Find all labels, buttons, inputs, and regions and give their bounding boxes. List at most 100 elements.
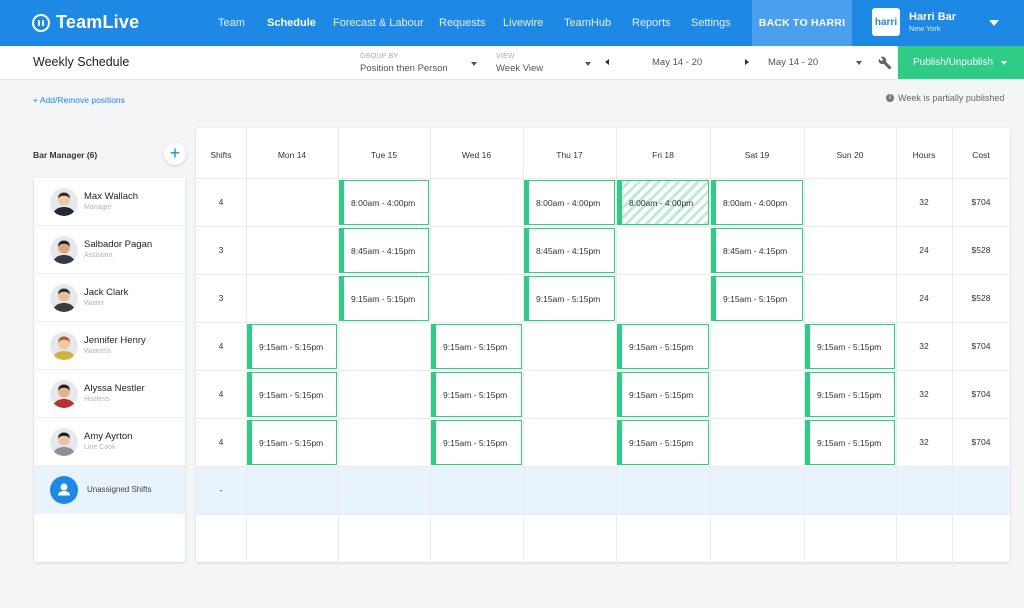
employee-row[interactable]: Jack Clark Waiter [34,274,185,322]
nav-teamhub[interactable]: TeamHub [564,17,612,29]
shift-block[interactable]: 9:15am - 5:15pm [431,372,522,417]
view-label: VIEW [496,53,515,60]
store-chevron-down-icon[interactable] [989,20,999,26]
shift-block[interactable]: 9:15am - 5:15pm [524,276,615,321]
shift-block[interactable]: 9:15am - 5:15pm [431,420,522,465]
app-name: TeamLive [56,12,140,32]
shift-block[interactable]: 9:15am - 5:15pm [617,420,709,465]
shift-block[interactable]: 9:15am - 5:15pm [805,420,895,465]
employee-row[interactable]: Max Wallach Manager [34,178,185,226]
shift-block[interactable]: 9:15am - 5:15pm [247,372,337,417]
hours-total: 24 [919,293,929,303]
column-header-day: Sun 20 [836,150,864,160]
employee-role: Line Cook [84,444,116,451]
cost-total: $704 [971,437,991,447]
view-select[interactable]: Week View [496,63,544,74]
grid-column-divider [710,128,711,562]
hours-total: 32 [919,437,929,447]
shift-block[interactable]: 9:15am - 5:15pm [805,372,895,417]
view-chevron-down-icon[interactable] [585,62,591,66]
nav-settings[interactable]: Settings [691,17,731,29]
shift-block[interactable]: 9:15am - 5:15pm [805,324,895,369]
grid-column-divider [338,128,339,562]
column-header-shifts: Shifts [210,150,232,160]
publish-label: Publish/Unpublish [913,57,994,68]
shift-block[interactable]: 9:15am - 5:15pm [617,372,709,417]
date-chevron-down-icon[interactable] [856,61,862,65]
info-icon: i [886,94,894,102]
hours-total: 32 [919,197,929,207]
grid-row-divider [196,178,1010,179]
employee-row[interactable]: Alyssa Nestler Hostess [34,370,185,418]
nav-reports[interactable]: Reports [632,17,671,29]
schedule-toolbar: Weekly Schedule GROUP BY Position then P… [0,46,1024,80]
shift-block[interactable]: 8:45am - 4:15pm [339,228,429,273]
group-by-chevron-down-icon[interactable] [471,62,477,66]
nav-team[interactable]: Team [218,17,245,29]
teamlive-logo-icon [32,13,50,32]
shift-block[interactable]: 8:00am - 4:00pm [711,180,803,225]
shift-count: 4 [218,341,224,351]
nav-forecast-labour[interactable]: Forecast & Labour [333,17,424,29]
grid-column-divider [523,128,524,562]
wrench-icon[interactable] [878,56,892,70]
column-header-day: Tue 15 [370,150,398,160]
cost-total: $704 [971,197,991,207]
prev-week-arrow-icon[interactable] [605,59,609,65]
avatar [50,284,78,312]
shift-block[interactable]: 9:15am - 5:15pm [247,324,337,369]
grid-column-divider [896,128,897,562]
date-range-select[interactable]: May 14 - 20 [768,57,819,68]
group-by-select[interactable]: Position then Person [360,63,448,74]
add-remove-positions-link[interactable]: + Add/Remove positions [33,95,125,105]
store-selector[interactable]: harri Harri Bar New York [872,8,956,36]
shift-block[interactable]: 9:15am - 5:15pm [431,324,522,369]
page-title: Weekly Schedule [33,55,130,69]
nav-livewire[interactable]: Livewire [503,17,544,29]
column-header-day: Fri 18 [652,150,674,160]
grid-column-divider [430,128,431,562]
shift-block[interactable]: 9:15am - 5:15pm [247,420,337,465]
shift-block[interactable]: 8:00am - 4:00pm [617,180,709,225]
employee-role: Waitress [84,348,111,355]
column-header-day: Sat 19 [744,150,770,160]
publish-unpublish-button[interactable]: Publish/Unpublish [898,46,1024,79]
nav-requests[interactable]: Requests [439,17,486,29]
employee-row[interactable]: Amy Ayrton Line Cook [34,418,185,466]
employee-list: Unassigned Shifts Max Wallach Manager Salb… [34,178,185,562]
unassigned-shifts-row[interactable] [196,466,1010,514]
shift-block[interactable]: 8:45am - 4:15pm [524,228,615,273]
grid-column-divider [804,128,805,562]
column-header-day: Wed 16 [461,150,492,160]
avatar [50,428,78,456]
app-logo[interactable]: TeamLive [32,12,139,33]
unassigned-shifts-item[interactable]: Unassigned Shifts [34,466,185,514]
shift-block[interactable]: 8:00am - 4:00pm [339,180,429,225]
back-to-harri-button[interactable]: BACK TO HARRI [752,0,852,46]
store-location: New York [909,24,941,34]
employee-role: Assistant [84,252,113,259]
nav-schedule[interactable]: Schedule [267,17,316,29]
avatar [50,380,78,408]
unassigned-user-icon [50,476,78,504]
shift-block[interactable]: 9:15am - 5:15pm [339,276,429,321]
grid-row-divider [196,322,1010,323]
add-employee-plus-icon[interactable]: + [164,143,186,165]
shift-block[interactable]: 9:15am - 5:15pm [617,324,709,369]
employee-name: Alyssa Nestler [84,383,145,394]
shift-block[interactable]: 8:45am - 4:15pm [711,228,803,273]
grid-column-divider [952,128,953,562]
shift-block[interactable]: 8:00am - 4:00pm [524,180,615,225]
hours-total: 32 [919,341,929,351]
cost-total: $704 [971,341,991,351]
shift-count: 3 [218,245,224,255]
next-week-arrow-icon[interactable] [745,59,749,65]
employee-row[interactable]: Jennifer Henry Waitress [34,322,185,370]
shift-block[interactable]: 9:15am - 5:15pm [711,276,803,321]
unassigned-shifts-label: Unassigned Shifts [87,485,152,494]
employee-row[interactable]: Salbador Pagan Assistant [34,226,185,274]
column-header-day: Mon 14 [277,150,307,160]
date-range-label: May 14 - 20 [652,57,703,68]
grid-row-divider [196,466,1010,467]
employee-name: Jack Clark [84,287,129,298]
